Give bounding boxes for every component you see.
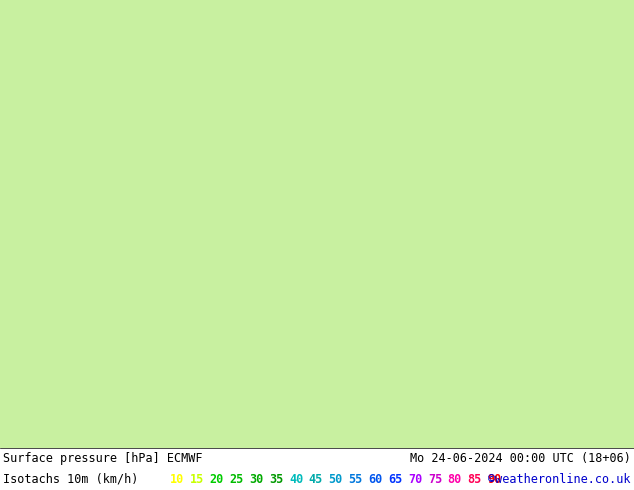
Text: 30: 30 — [249, 473, 264, 486]
Text: 65: 65 — [388, 473, 403, 486]
Text: 10: 10 — [170, 473, 184, 486]
Text: 70: 70 — [408, 473, 422, 486]
Text: 85: 85 — [467, 473, 482, 486]
Text: 25: 25 — [230, 473, 243, 486]
Text: Isotachs 10m (km/h): Isotachs 10m (km/h) — [3, 473, 139, 486]
Text: 20: 20 — [210, 473, 224, 486]
Text: 50: 50 — [328, 473, 343, 486]
Text: 45: 45 — [309, 473, 323, 486]
Text: 75: 75 — [428, 473, 442, 486]
Text: 80: 80 — [448, 473, 462, 486]
Bar — [0, 448, 634, 490]
Text: 40: 40 — [289, 473, 303, 486]
Text: ©weatheronline.co.uk: ©weatheronline.co.uk — [488, 473, 631, 486]
Text: Surface pressure [hPa] ECMWF: Surface pressure [hPa] ECMWF — [3, 452, 203, 465]
Text: 15: 15 — [190, 473, 204, 486]
Text: 35: 35 — [269, 473, 283, 486]
Text: Mo 24-06-2024 00:00 UTC (18+06): Mo 24-06-2024 00:00 UTC (18+06) — [410, 452, 631, 465]
Text: 60: 60 — [368, 473, 382, 486]
Text: 55: 55 — [349, 473, 363, 486]
Text: 90: 90 — [488, 473, 501, 486]
